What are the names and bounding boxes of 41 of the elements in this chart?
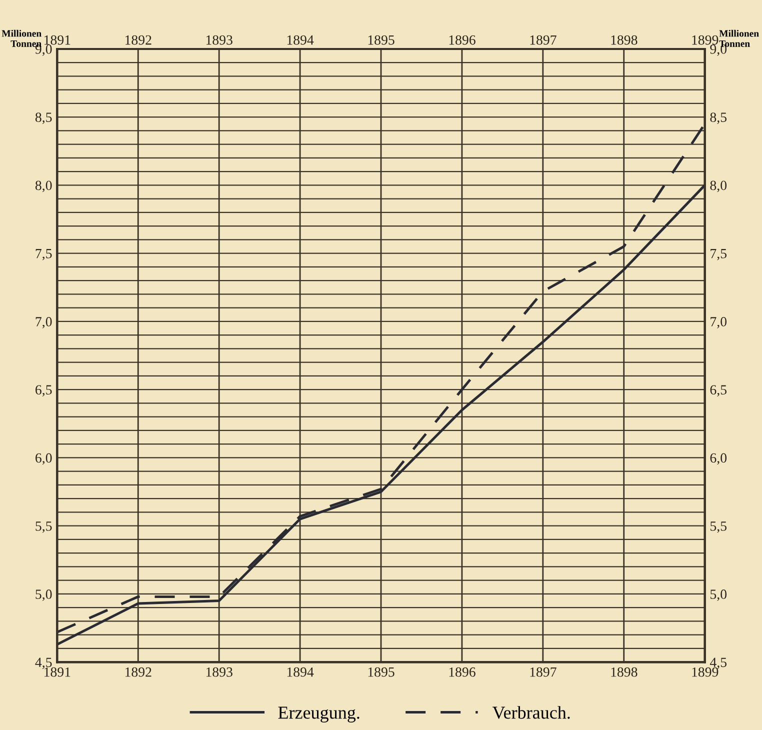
- y-tick-label: 8,0: [35, 180, 52, 192]
- x-tick-label: 1892: [125, 35, 152, 45]
- y-axis-title: Millionen Tonnen: [2, 30, 42, 47]
- y-tick-label: 4,5: [35, 658, 52, 670]
- y-tick-label: 7,0: [36, 317, 52, 328]
- y2-tick-label: 7,0: [710, 317, 727, 328]
- x2-tick-label: 1893: [206, 667, 232, 677]
- y-tick-label: 5,5: [36, 522, 52, 533]
- y2-tick-label: 5,0: [710, 590, 727, 601]
- x-tick-label: 1899: [692, 35, 718, 45]
- x2-tick-label: 1891: [44, 667, 70, 677]
- y2-tick-label: 8,5: [710, 112, 727, 124]
- y2-tick-label: 5,5: [710, 522, 727, 533]
- x2-tick-label: 1897: [530, 667, 556, 677]
- y-tick-label: 7,5: [36, 249, 52, 260]
- x-tick-label: 1891: [44, 35, 70, 45]
- y-tick-label: 5,0: [36, 590, 52, 601]
- legend-label: Erzeugung.: [278, 706, 360, 722]
- y2-tick-label: 6,5: [710, 385, 727, 397]
- x-tick-label: 1896: [449, 35, 476, 45]
- y2-tick-label: 6,0: [710, 453, 727, 465]
- x2-tick-label: 1894: [287, 667, 314, 677]
- y-tick-label: 6,5: [36, 385, 52, 397]
- x2-tick-label: 1898: [611, 667, 638, 677]
- y2-tick-label: 9,0: [710, 44, 727, 56]
- x-tick-label: 1893: [206, 35, 232, 45]
- x-tick-label: 1894: [287, 35, 314, 45]
- y2-axis-title: Millionen Tonnen: [719, 30, 759, 47]
- x2-tick-label: 1899: [692, 667, 718, 677]
- x-tick-label: 1897: [530, 35, 556, 45]
- x-tick-label: 1898: [611, 35, 638, 45]
- y2-tick-label: 8,0: [710, 180, 727, 192]
- y-tick-label: 9,0: [35, 44, 52, 56]
- x2-tick-label: 1896: [449, 667, 476, 677]
- x2-tick-label: 1892: [125, 667, 152, 677]
- x2-tick-label: 1895: [368, 667, 394, 677]
- y2-tick-label: 7,5: [710, 249, 727, 260]
- y-tick-label: 6,0: [36, 453, 52, 465]
- y-tick-label: 8,5: [35, 112, 52, 124]
- x-tick-label: 1895: [368, 35, 394, 45]
- legend-label: Verbrauch.: [492, 706, 570, 719]
